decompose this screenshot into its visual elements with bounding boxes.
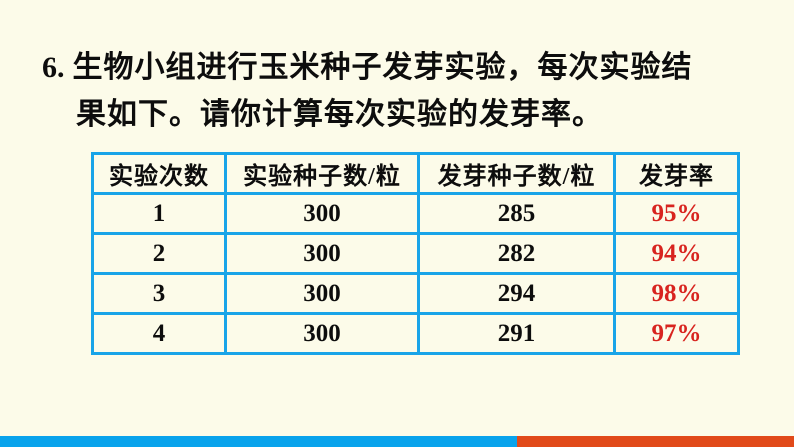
cell-germination-rate: 94% [613, 232, 740, 275]
cell-seeds-tested: 300 [224, 192, 420, 235]
cell-seeds-germinated: 285 [417, 192, 616, 235]
problem-title-line2: 果如下。请你计算每次实验的发芽率。 [76, 98, 603, 131]
cell-germination-rate: 98% [613, 272, 740, 315]
table-row: 3 300 294 98% [91, 272, 740, 315]
cell-germination-rate: 97% [613, 312, 740, 355]
cell-seeds-tested: 300 [224, 312, 420, 355]
footer-accent-bar [0, 436, 794, 447]
problem-title-line1: 6. 生物小组进行玉米种子发芽实验，每次实验结 [42, 42, 693, 86]
problem-title-text: 生物小组进行玉米种子发芽实验，每次实验结 [72, 51, 693, 84]
cell-seeds-germinated: 282 [417, 232, 616, 275]
cell-seeds-germinated: 294 [417, 272, 616, 315]
cell-experiment-number: 1 [91, 192, 227, 235]
germination-table: 实验次数 实验种子数/粒 发芽种子数/粒 发芽率 1 300 285 95% 2… [91, 152, 740, 355]
cell-seeds-tested: 300 [224, 232, 420, 275]
cell-germination-rate: 95% [613, 192, 740, 235]
table-row: 4 300 291 97% [91, 312, 740, 355]
table-row: 2 300 282 94% [91, 232, 740, 275]
table-header-row: 实验次数 实验种子数/粒 发芽种子数/粒 发芽率 [91, 152, 740, 195]
header-seeds-germinated: 发芽种子数/粒 [417, 152, 616, 195]
cell-seeds-tested: 300 [224, 272, 420, 315]
cell-seeds-germinated: 291 [417, 312, 616, 355]
header-germination-rate: 发芽率 [613, 152, 740, 195]
footer-red-segment [517, 436, 794, 447]
header-experiment-number: 实验次数 [91, 152, 227, 195]
cell-experiment-number: 2 [91, 232, 227, 275]
problem-number: 6. [42, 51, 65, 84]
footer-blue-segment [0, 436, 517, 447]
header-seeds-tested: 实验种子数/粒 [224, 152, 420, 195]
cell-experiment-number: 3 [91, 272, 227, 315]
table-row: 1 300 285 95% [91, 192, 740, 235]
cell-experiment-number: 4 [91, 312, 227, 355]
